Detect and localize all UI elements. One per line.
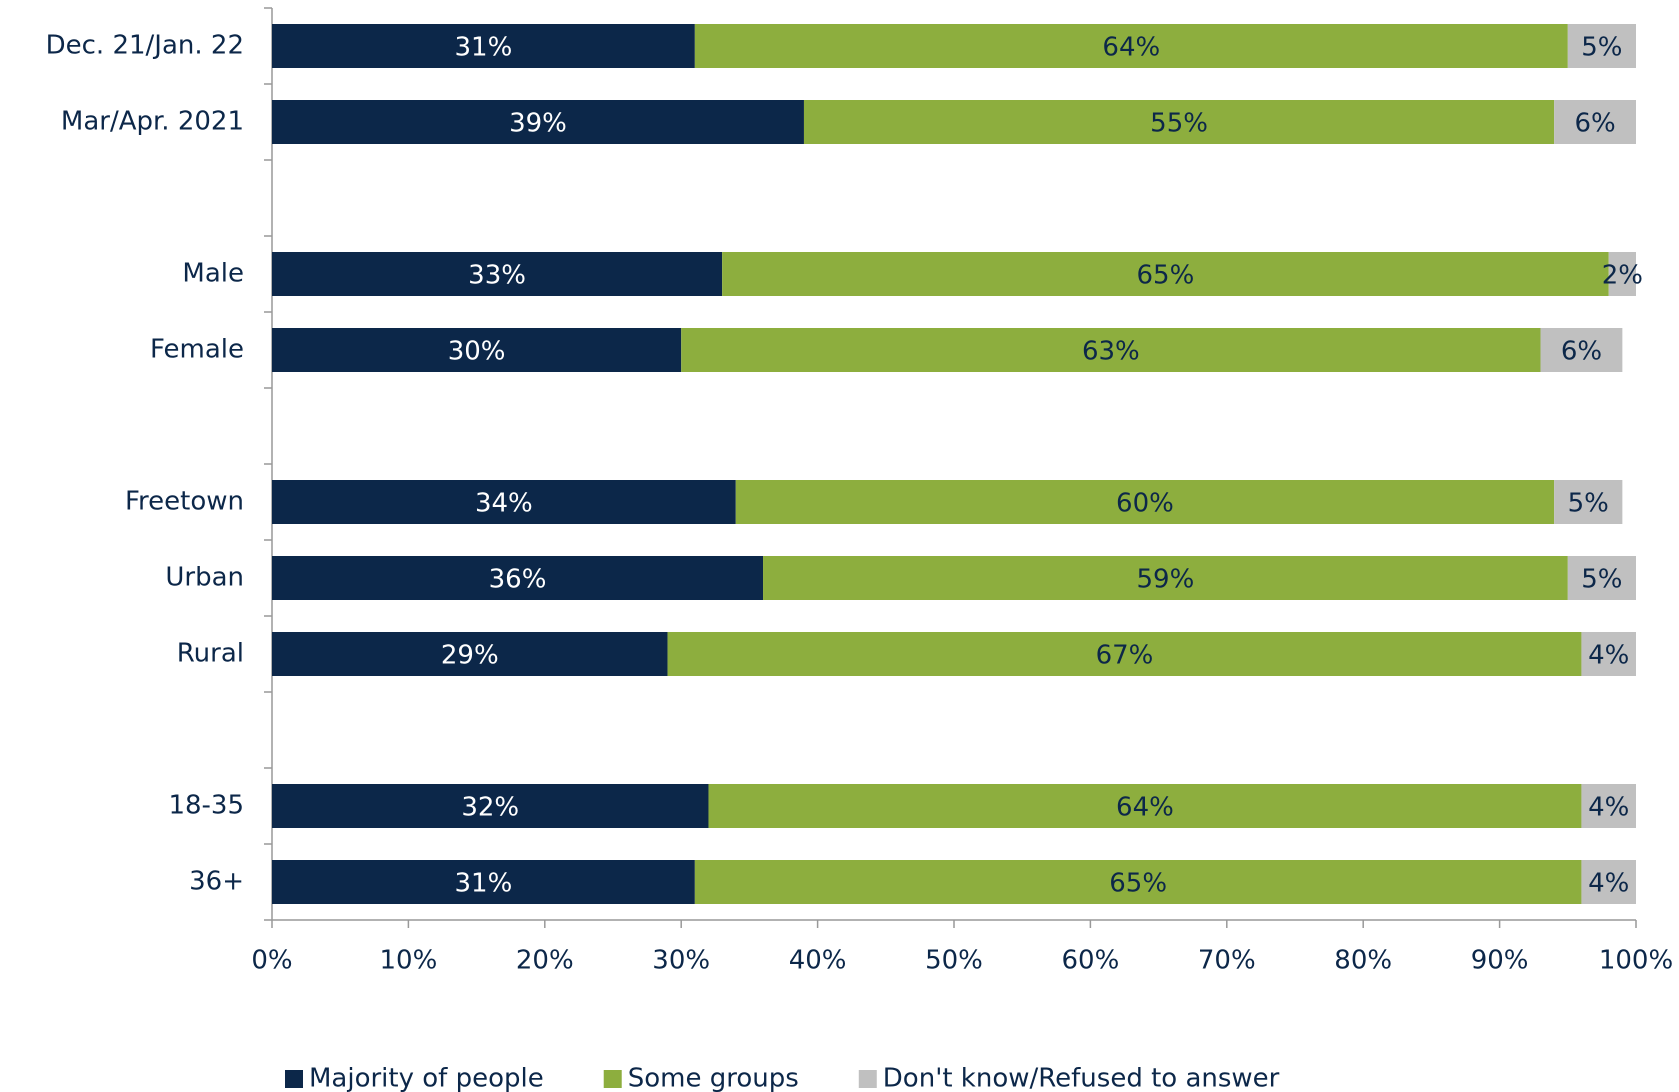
legend-label: Don't know/Refused to answer bbox=[883, 1064, 1280, 1092]
bar-segment bbox=[272, 784, 709, 828]
bar-segment bbox=[272, 860, 695, 904]
bar-segment bbox=[722, 252, 1609, 296]
bar-segment bbox=[272, 328, 682, 372]
legend-swatch bbox=[603, 1070, 622, 1088]
value-label: 63% bbox=[1082, 337, 1140, 367]
value-label: 2% bbox=[1602, 261, 1643, 291]
x-tick-label: 30% bbox=[652, 946, 710, 976]
y-tick-label: Urban bbox=[165, 563, 244, 593]
x-tick-label: 70% bbox=[1198, 946, 1256, 976]
bar-segment bbox=[694, 860, 1582, 904]
bar-segment bbox=[1581, 784, 1636, 828]
bar-segment bbox=[1581, 632, 1636, 676]
legend-swatch bbox=[285, 1070, 303, 1088]
y-tick-label: Freetown bbox=[125, 487, 244, 517]
value-label: 36% bbox=[489, 565, 547, 595]
legend-label: Majority of people bbox=[309, 1064, 544, 1092]
value-label: 55% bbox=[1150, 109, 1208, 139]
y-tick-label: 18-35 bbox=[168, 791, 244, 821]
y-tick-label: Mar/Apr. 2021 bbox=[61, 107, 244, 137]
x-tick-label: 60% bbox=[1062, 946, 1120, 976]
value-label: 64% bbox=[1116, 793, 1174, 823]
value-label: 4% bbox=[1588, 869, 1629, 899]
bar-segment bbox=[1567, 24, 1636, 68]
value-label: 30% bbox=[448, 337, 506, 367]
value-label: 31% bbox=[455, 33, 513, 63]
bar-segment bbox=[1581, 860, 1636, 904]
bar-segment bbox=[1567, 556, 1636, 600]
bar-segment bbox=[1554, 100, 1636, 144]
y-tick-label: Dec. 21/Jan. 22 bbox=[46, 31, 244, 61]
value-label: 31% bbox=[455, 869, 513, 899]
bar-segment bbox=[735, 480, 1555, 524]
value-label: 39% bbox=[509, 109, 567, 139]
value-label: 64% bbox=[1102, 33, 1160, 63]
value-label: 65% bbox=[1137, 261, 1195, 291]
value-label: 5% bbox=[1581, 565, 1622, 595]
x-tick-label: 0% bbox=[251, 946, 292, 976]
bar-segment bbox=[1608, 252, 1636, 296]
bar-segment bbox=[272, 24, 695, 68]
value-label: 6% bbox=[1574, 109, 1615, 139]
y-tick-label: Female bbox=[150, 335, 244, 365]
bar-segment bbox=[763, 556, 1568, 600]
bar-segment bbox=[681, 328, 1541, 372]
bar-segment bbox=[803, 100, 1555, 144]
x-tick-label: 50% bbox=[925, 946, 983, 976]
bar-segment bbox=[272, 556, 764, 600]
value-label: 5% bbox=[1568, 489, 1609, 519]
value-label: 29% bbox=[441, 641, 499, 671]
value-label: 4% bbox=[1588, 641, 1629, 671]
bar-segment bbox=[694, 24, 1568, 68]
legend-label: Some groups bbox=[628, 1064, 799, 1092]
bar-segment bbox=[272, 480, 736, 524]
x-tick-label: 100% bbox=[1599, 946, 1673, 976]
y-tick-label: Male bbox=[182, 259, 244, 289]
legend-swatch bbox=[858, 1070, 877, 1088]
bar-segment bbox=[708, 784, 1582, 828]
bar-segment bbox=[1554, 480, 1623, 524]
value-label: 59% bbox=[1137, 565, 1195, 595]
bar-segment bbox=[272, 252, 723, 296]
bar-segment bbox=[667, 632, 1582, 676]
value-label: 65% bbox=[1109, 869, 1167, 899]
value-label: 6% bbox=[1561, 337, 1602, 367]
y-tick-label: Rural bbox=[177, 639, 244, 669]
x-tick-label: 10% bbox=[380, 946, 438, 976]
x-tick-label: 40% bbox=[789, 946, 847, 976]
value-label: 4% bbox=[1588, 793, 1629, 823]
x-tick-label: 90% bbox=[1471, 946, 1529, 976]
value-label: 60% bbox=[1116, 489, 1174, 519]
value-label: 5% bbox=[1581, 33, 1622, 63]
value-label: 67% bbox=[1096, 641, 1154, 671]
value-label: 34% bbox=[475, 489, 533, 519]
bar-segment bbox=[272, 632, 668, 676]
bar-segment bbox=[1540, 328, 1623, 372]
x-tick-label: 20% bbox=[516, 946, 574, 976]
y-tick-label: 36+ bbox=[189, 867, 244, 897]
x-tick-label: 80% bbox=[1334, 946, 1392, 976]
value-label: 32% bbox=[461, 793, 519, 823]
bar-segment bbox=[272, 100, 804, 144]
value-label: 33% bbox=[468, 261, 526, 291]
